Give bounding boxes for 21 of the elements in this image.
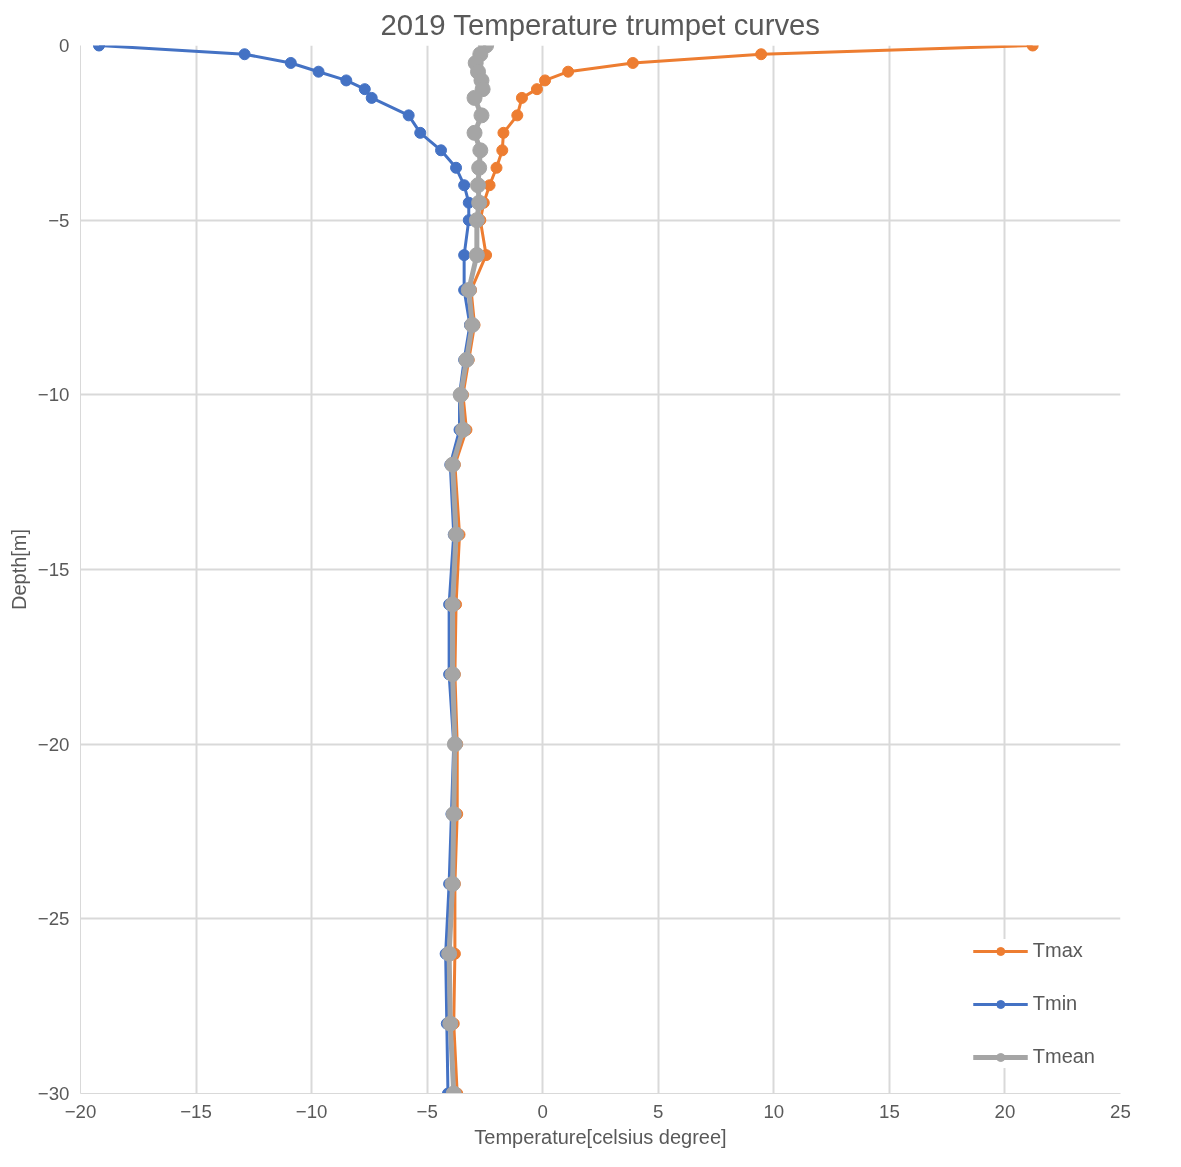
- x-tick-label: −15: [180, 1100, 212, 1122]
- y-tick-label: −5: [48, 209, 70, 231]
- y-axis-title: Depth[m]: [7, 528, 30, 611]
- y-tick-label: −10: [37, 384, 70, 406]
- legend-label: Tmean: [1032, 1045, 1095, 1068]
- x-tick-label: −5: [416, 1100, 438, 1122]
- x-axis-title: Temperature[celsius degree]: [474, 1125, 727, 1148]
- y-tick-label: 0: [59, 35, 70, 56]
- x-tick-label: 25: [1110, 1100, 1131, 1122]
- x-tick-label: 0: [537, 1100, 548, 1122]
- y-tick-label: −25: [37, 908, 70, 930]
- x-tick-label: 5: [653, 1100, 664, 1122]
- y-tick-label: −15: [37, 559, 70, 580]
- y-tick-label: −20: [37, 733, 70, 755]
- legend-label: Tmin: [1032, 992, 1078, 1015]
- x-tick-label: −10: [295, 1100, 328, 1122]
- chart-title: 2019 Temperature trumpet curves: [380, 7, 821, 41]
- x-tick-label: 15: [879, 1100, 900, 1122]
- x-tick-label: 10: [763, 1100, 785, 1122]
- x-tick-label: 20: [994, 1100, 1016, 1122]
- legend-label: Tmax: [1032, 939, 1083, 962]
